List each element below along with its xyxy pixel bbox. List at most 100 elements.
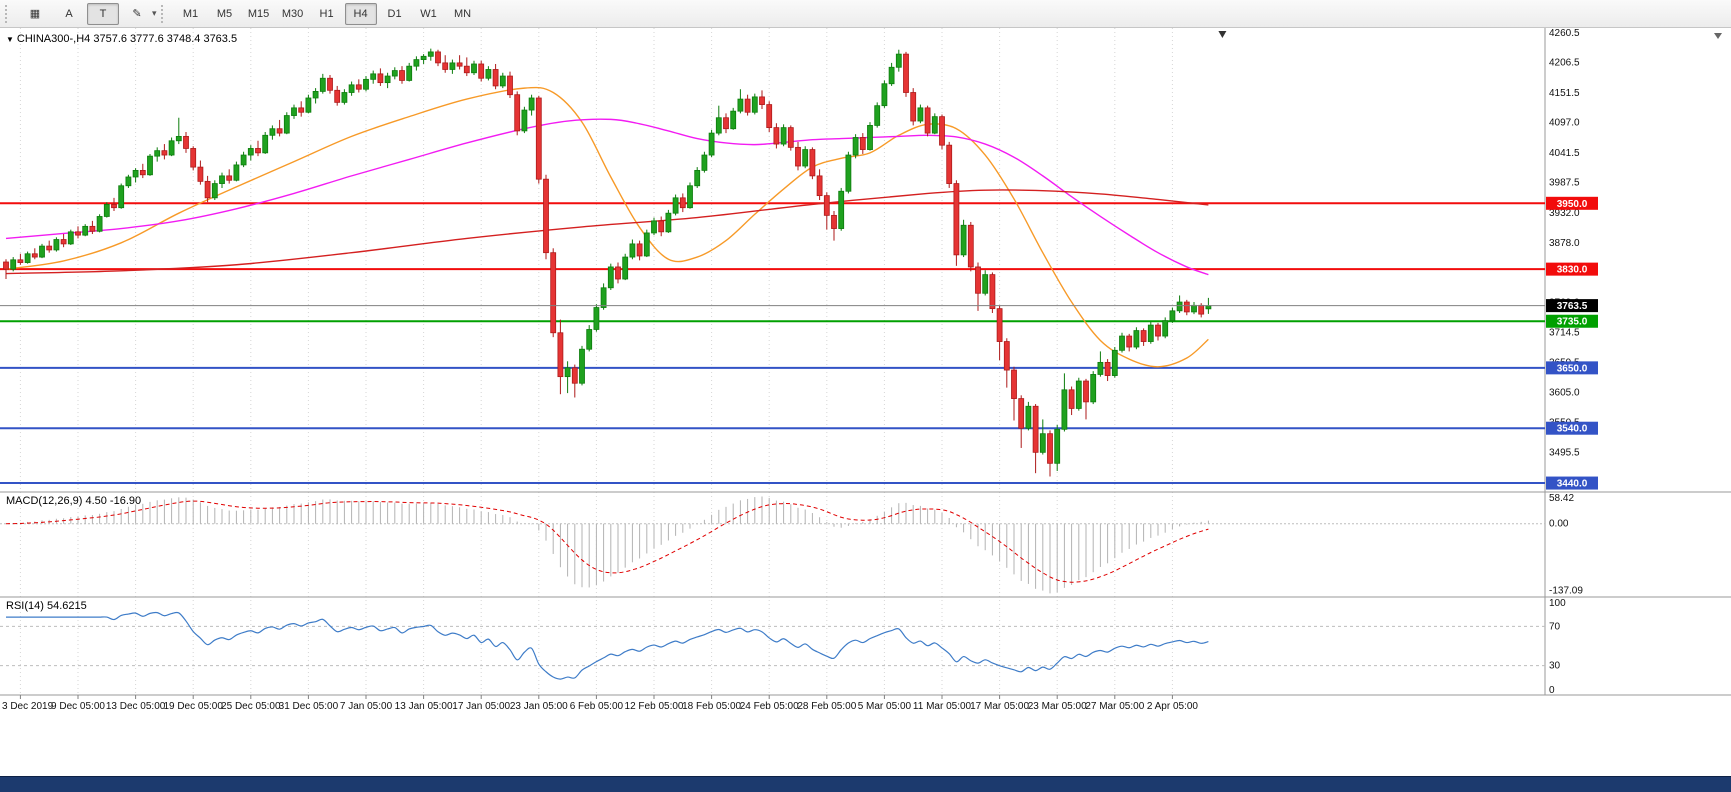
chart-title-symbol: CHINA300-,H4 <box>16 33 91 45</box>
level-tag: 3650.0 <box>1546 361 1598 375</box>
chart-canvas[interactable]: 4260.5 4206.5 4151.5 4097.0 4041.5 3987.5 3932… <box>0 28 1731 728</box>
chart-title-ohlc: 3757.6 3777.6 3748.4 3763.5 <box>93 33 238 45</box>
svg-text:3714.5: 3714.5 <box>1549 327 1580 338</box>
level-tag: 3950.0 <box>1546 196 1598 210</box>
cursor-button[interactable]: A <box>65 7 73 20</box>
svg-text:9 Dec 05:00: 9 Dec 05:00 <box>51 701 105 712</box>
level-tag: 3540.0 <box>1546 421 1598 435</box>
level-tag: 3440.0 <box>1546 476 1598 490</box>
svg-text:3540.0: 3540.0 <box>1557 424 1588 435</box>
taskbar[interactable] <box>0 776 1731 792</box>
timeframe-h4-button[interactable]: H4 <box>344 2 377 25</box>
svg-text:3 Dec 2019: 3 Dec 2019 <box>2 701 54 712</box>
svg-text:11 Mar 05:00: 11 Mar 05:00 <box>913 701 972 712</box>
svg-text:3987.5: 3987.5 <box>1549 178 1580 189</box>
svg-text:2 Apr 05:00: 2 Apr 05:00 <box>1147 701 1199 712</box>
price-level-tags: 3950.0 3830.0 3735.0 3650.0 3540.0 3440.0 3763… <box>1546 196 1598 490</box>
svg-text:3830.0: 3830.0 <box>1557 265 1588 276</box>
svg-text:58.42: 58.42 <box>1549 493 1574 504</box>
svg-text:4151.5: 4151.5 <box>1549 88 1580 99</box>
dropdown-caret-icon[interactable]: ▾ <box>152 8 157 18</box>
timeframe-mn-button[interactable]: MN <box>453 7 472 20</box>
timeframe-buttons: M1 M5 M15 M30 H1 H4 D1 W1 MN <box>174 2 480 25</box>
timeframe-w1-button[interactable]: W1 <box>420 7 437 20</box>
svg-text:3735.0: 3735.0 <box>1557 317 1588 328</box>
draw-tool-button[interactable]: ✎ <box>132 8 142 20</box>
ma-mid-magenta <box>5 118 1209 276</box>
macd-signal-line <box>5 500 1209 583</box>
svg-text:3440.0: 3440.0 <box>1557 479 1588 490</box>
macd-axis-labels: 58.42 0.00 -137.09 <box>1549 493 1583 597</box>
rsi-label: RSI(14) 54.6215 <box>6 600 87 612</box>
macd-label: MACD(12,26,9) 4.50 -16.90 <box>6 495 142 507</box>
price-axis-labels: 4260.5 4206.5 4151.5 4097.0 4041.5 3987.5 3932… <box>1549 28 1580 489</box>
svg-text:3878.0: 3878.0 <box>1549 238 1580 249</box>
level-tag: 3735.0 <box>1546 314 1598 328</box>
chart-title-bar: ▼ CHINA300-,H4 3757.6 3777.6 3748.4 3763.… <box>6 33 237 45</box>
svg-text:0: 0 <box>1549 685 1555 696</box>
svg-text:3650.0: 3650.0 <box>1557 363 1588 374</box>
svg-text:70: 70 <box>1549 621 1561 632</box>
timeframe-m5-button[interactable]: M5 <box>216 7 233 20</box>
timeframe-h1-button[interactable]: H1 <box>319 7 334 20</box>
pane-separators <box>0 28 1731 696</box>
window-menu-icon[interactable] <box>1714 33 1722 39</box>
toolbar-grip[interactable] <box>5 4 12 23</box>
svg-text:13 Jan 05:00: 13 Jan 05:00 <box>395 701 453 712</box>
svg-text:12 Feb 05:00: 12 Feb 05:00 <box>625 701 684 712</box>
svg-text:0.00: 0.00 <box>1549 519 1569 530</box>
toolbar: ▦ A T ✎ ▾ M1 M5 M15 M30 H1 H4 D1 W1 MN <box>0 0 1731 28</box>
svg-text:31 Dec 05:00: 31 Dec 05:00 <box>279 701 339 712</box>
grid-lines <box>19 28 1173 695</box>
current-price-tag: 3763.5 <box>1546 299 1598 313</box>
windows-grid-button[interactable]: ▦ <box>29 8 41 20</box>
moving-averages <box>5 86 1209 368</box>
svg-text:4206.5: 4206.5 <box>1549 58 1580 69</box>
svg-text:24 Feb 05:00: 24 Feb 05:00 <box>740 701 799 712</box>
svg-text:30: 30 <box>1549 661 1561 672</box>
svg-text:17 Mar 05:00: 17 Mar 05:00 <box>970 701 1029 712</box>
text-tool-button[interactable]: T <box>87 2 119 25</box>
svg-text:28 Feb 05:00: 28 Feb 05:00 <box>797 701 856 712</box>
svg-text:4097.0: 4097.0 <box>1549 118 1580 129</box>
svg-text:19 Dec 05:00: 19 Dec 05:00 <box>163 701 223 712</box>
svg-text:3605.0: 3605.0 <box>1549 388 1580 399</box>
svg-text:27 Mar 05:00: 27 Mar 05:00 <box>1085 701 1144 712</box>
svg-text:13 Dec 05:00: 13 Dec 05:00 <box>106 701 166 712</box>
svg-text:3932.0: 3932.0 <box>1549 208 1580 219</box>
price-level-lines[interactable] <box>0 202 1545 485</box>
svg-text:4260.5: 4260.5 <box>1549 28 1580 39</box>
toolbar-grip[interactable] <box>160 4 168 23</box>
level-tag: 3830.0 <box>1546 262 1598 276</box>
chart-menu-icon[interactable]: ▼ <box>6 35 14 44</box>
candles <box>3 48 1212 477</box>
svg-text:3763.5: 3763.5 <box>1557 301 1588 312</box>
svg-text:-137.09: -137.09 <box>1549 586 1583 597</box>
rsi-line <box>5 611 1209 680</box>
ma-fast-orange <box>5 86 1209 368</box>
svg-text:6 Feb 05:00: 6 Feb 05:00 <box>570 701 624 712</box>
svg-text:7 Jan 05:00: 7 Jan 05:00 <box>340 701 393 712</box>
svg-text:18 Feb 05:00: 18 Feb 05:00 <box>682 701 741 712</box>
timeframe-d1-button[interactable]: D1 <box>387 7 402 20</box>
timeframe-m30-button[interactable]: M30 <box>281 7 304 20</box>
svg-text:17 Jan 05:00: 17 Jan 05:00 <box>452 701 510 712</box>
macd-histogram <box>12 496 1209 594</box>
svg-text:23 Mar 05:00: 23 Mar 05:00 <box>1028 701 1087 712</box>
timeframe-m1-button[interactable]: M1 <box>182 7 199 20</box>
timeframe-m15-button[interactable]: M15 <box>247 7 270 20</box>
svg-text:3495.5: 3495.5 <box>1549 448 1580 459</box>
svg-text:4041.5: 4041.5 <box>1549 148 1580 159</box>
tool-buttons: ▦ A T ✎ ▾ <box>18 2 159 25</box>
rsi-axis-labels: 100 70 30 0 <box>1549 598 1566 696</box>
svg-text:100: 100 <box>1549 598 1566 609</box>
svg-text:5 Mar 05:00: 5 Mar 05:00 <box>858 701 912 712</box>
svg-text:25 Dec 05:00: 25 Dec 05:00 <box>221 701 281 712</box>
svg-text:3950.0: 3950.0 <box>1557 199 1588 210</box>
svg-text:23 Jan 05:00: 23 Jan 05:00 <box>510 701 568 712</box>
chart-shift-marker-icon[interactable] <box>1218 31 1227 38</box>
rsi-level-lines <box>0 625 1545 667</box>
ma-slow-red <box>5 189 1209 275</box>
